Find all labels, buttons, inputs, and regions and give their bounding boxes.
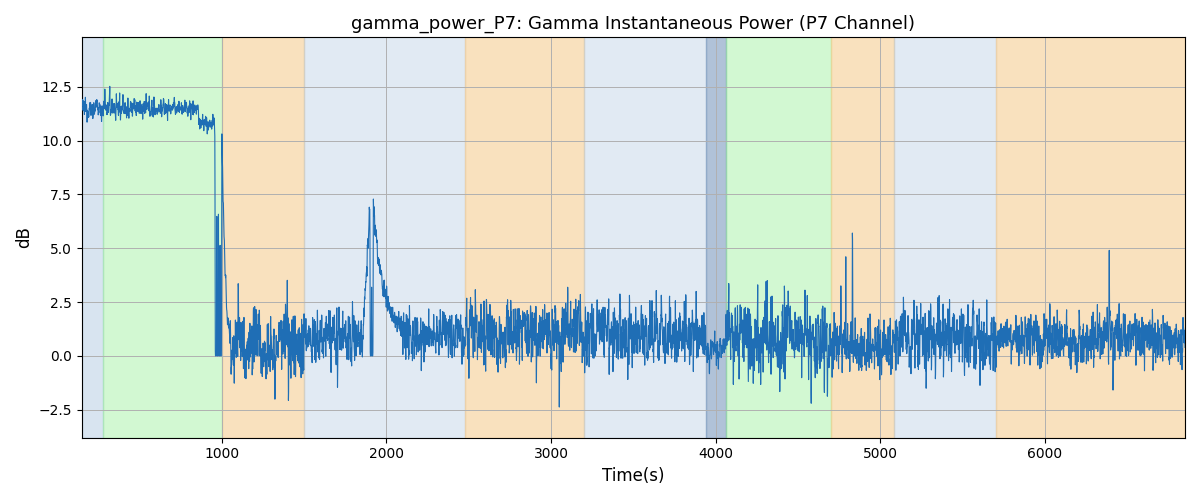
Bar	[894, 38, 996, 438]
Bar	[726, 38, 830, 438]
Y-axis label: dB: dB	[14, 226, 34, 248]
Bar	[466, 38, 584, 438]
Bar	[584, 38, 706, 438]
Bar	[996, 38, 1186, 438]
Bar	[830, 38, 894, 438]
Bar	[103, 38, 222, 438]
Title: gamma_power_P7: Gamma Instantaneous Power (P7 Channel): gamma_power_P7: Gamma Instantaneous Powe…	[352, 15, 916, 34]
Bar	[82, 38, 103, 438]
Bar	[706, 38, 726, 438]
X-axis label: Time(s): Time(s)	[602, 467, 665, 485]
Bar	[304, 38, 466, 438]
Bar	[222, 38, 304, 438]
